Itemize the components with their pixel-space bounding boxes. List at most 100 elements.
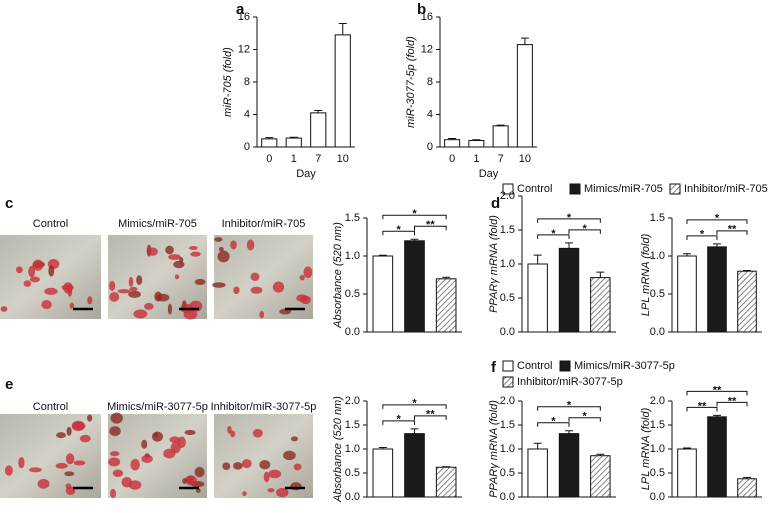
stain: [32, 259, 44, 271]
y-tick-label: 2.0: [500, 395, 515, 407]
stain: [214, 237, 223, 242]
y-tick-label: 2.0: [345, 395, 360, 407]
stain: [267, 488, 275, 493]
y-tick-label: 0.5: [345, 467, 360, 479]
y-tick-label: 1.5: [345, 419, 360, 431]
y-tick-label: 1.0: [345, 443, 360, 455]
significance-bracket: [382, 214, 447, 220]
y-tick-label: 1.0: [650, 443, 665, 455]
y-tick-label: 0: [427, 141, 433, 153]
significance-bracket: [568, 417, 601, 422]
bar: [372, 448, 394, 498]
y-tick-label: 0.0: [345, 326, 360, 338]
x-tick-label: 1: [291, 153, 297, 165]
y-tick-label: 0.0: [650, 326, 665, 338]
y-tick-label: 16: [421, 11, 433, 23]
bar: [492, 125, 509, 148]
stain: [141, 439, 148, 449]
bar: [737, 478, 757, 498]
stain: [233, 286, 240, 295]
panel-label: d: [491, 195, 500, 212]
y-tick-label: 1.5: [650, 419, 665, 431]
significance-label: *: [412, 398, 417, 410]
y-tick-label: 1.5: [345, 212, 360, 224]
stain: [250, 286, 263, 294]
stain: [194, 466, 205, 478]
panel-label: a: [236, 1, 245, 18]
bar: [590, 455, 611, 498]
y-tick-label: 1.0: [500, 443, 515, 455]
bar: [334, 34, 351, 148]
stain: [300, 295, 311, 305]
error-bar: [596, 453, 605, 456]
x-tick-label: 0: [266, 153, 272, 165]
bar: [558, 433, 580, 498]
stain: [242, 491, 247, 497]
stain: [263, 471, 270, 483]
error-bar: [743, 269, 751, 272]
stain: [29, 467, 42, 473]
y-axis-label: PPARγ mRNA (fold): [488, 215, 500, 313]
stain: [109, 426, 121, 437]
stain: [154, 291, 162, 302]
stain: [259, 310, 265, 319]
significance-label: *: [412, 208, 417, 220]
stain: [65, 486, 76, 495]
error-bar: [314, 109, 323, 113]
bar: [372, 255, 394, 333]
image-caption: Mimics/miR-705: [118, 218, 197, 230]
significance-label: *: [567, 212, 572, 224]
stain: [259, 459, 271, 470]
significance-bracket: [382, 230, 415, 236]
image-caption: Inhibitor/miR-3077-5p: [211, 401, 317, 413]
stain: [187, 475, 194, 485]
stain: [66, 426, 72, 436]
panel-label: f: [491, 359, 497, 376]
legend-label: Mimics/miR-3077-5p: [574, 360, 675, 372]
y-tick-label: 4: [427, 108, 433, 120]
stain: [136, 275, 143, 286]
stain: [28, 265, 36, 278]
significance-bracket: [568, 229, 601, 234]
stain: [190, 251, 201, 257]
stain: [64, 471, 75, 477]
micrograph-background: [0, 414, 101, 498]
error-bar: [565, 242, 573, 249]
y-axis-label: Absorbance (520 nm): [332, 396, 344, 503]
legend-swatch: [559, 360, 571, 372]
panel-label: c: [5, 195, 13, 212]
error-bar: [533, 442, 542, 449]
y-axis-label: miR-3077-5p (fold): [405, 36, 417, 128]
stain: [128, 276, 134, 287]
stain: [283, 450, 296, 461]
stain: [72, 421, 86, 430]
error-bar: [378, 447, 387, 449]
stain: [63, 282, 73, 294]
significance-label: **: [728, 395, 737, 407]
x-tick-label: 1: [473, 153, 479, 165]
y-axis-label: miR-705 (fold): [222, 47, 234, 117]
image-caption: Control: [33, 401, 68, 413]
significance-label: *: [551, 416, 556, 428]
stain: [110, 412, 123, 424]
significance-bracket: [382, 420, 415, 425]
stain: [41, 300, 52, 310]
stain: [15, 266, 23, 274]
stain: [241, 459, 252, 469]
error-bar: [743, 476, 751, 479]
bar: [558, 247, 580, 333]
stain: [65, 453, 75, 465]
stain: [144, 303, 154, 310]
stain: [272, 281, 285, 293]
y-tick-label: 0.0: [500, 491, 515, 503]
significance-bracket: [537, 406, 601, 411]
stain: [110, 488, 117, 499]
significance-label: *: [397, 224, 402, 236]
bar: [527, 263, 548, 333]
stain: [184, 429, 196, 436]
stain: [250, 272, 260, 282]
y-tick-label: 1.0: [500, 258, 515, 270]
y-axis-label: Absorbance (520 nm): [332, 222, 344, 329]
legend-swatch: [502, 376, 514, 388]
stain: [55, 462, 68, 469]
